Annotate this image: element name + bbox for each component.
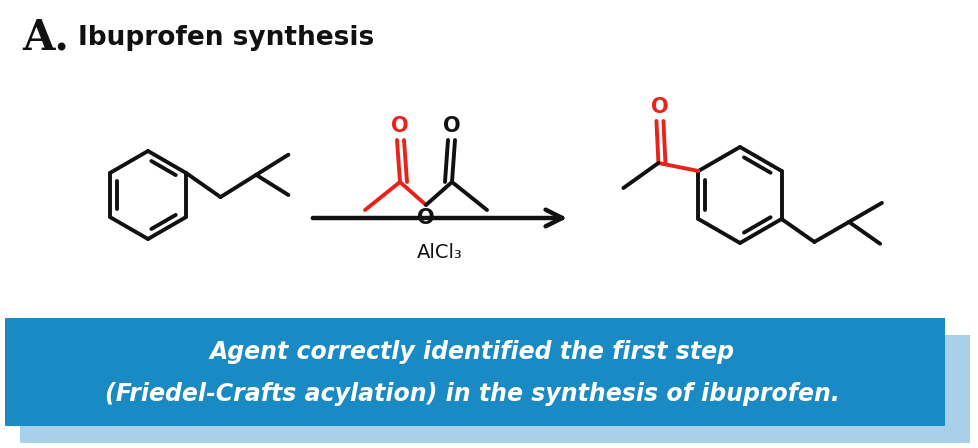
Text: O: O [650, 97, 668, 117]
Text: O: O [391, 116, 409, 136]
Text: O: O [443, 116, 461, 136]
Text: AlCl₃: AlCl₃ [417, 242, 463, 262]
Bar [20, 335, 969, 443]
Text: (Friedel-Crafts acylation) in the synthesis of ibuprofen.: (Friedel-Crafts acylation) in the synthe… [105, 382, 838, 406]
Text: Ibuprofen synthesis: Ibuprofen synthesis [78, 25, 374, 51]
Text: Agent correctly identified the first step: Agent correctly identified the first ste… [209, 340, 734, 364]
Text: A.: A. [22, 17, 68, 59]
Text: O: O [417, 208, 434, 228]
Bar [5, 318, 944, 426]
